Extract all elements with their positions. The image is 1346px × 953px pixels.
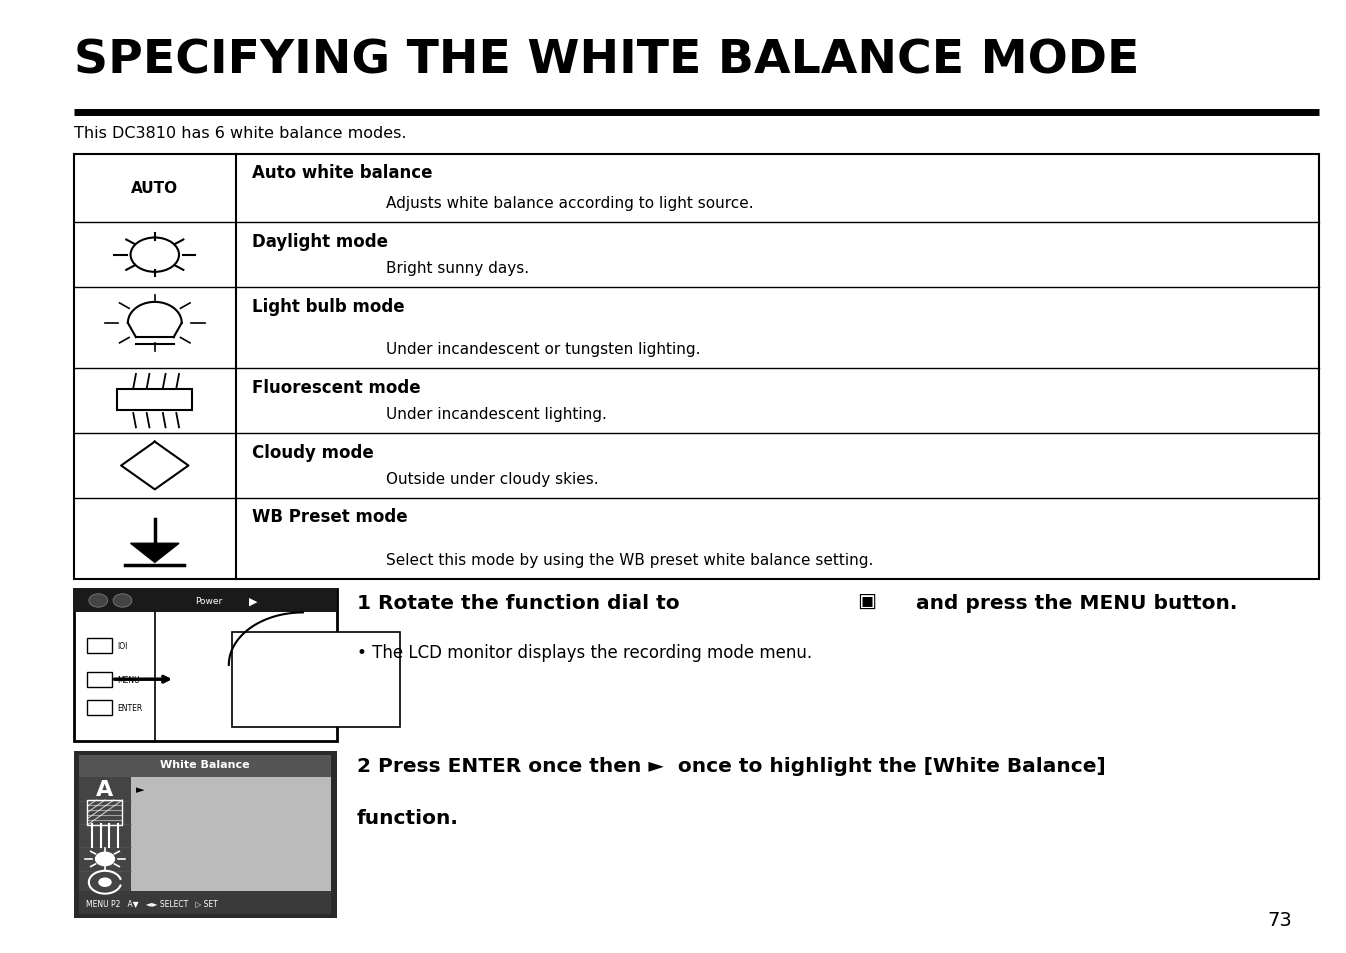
- Text: 73: 73: [1268, 910, 1292, 929]
- Bar: [79, 755, 331, 778]
- Bar: [74, 751, 336, 918]
- Bar: [79, 891, 331, 914]
- Text: function.: function.: [357, 808, 459, 827]
- Text: SPECIFYING THE WHITE BALANCE MODE: SPECIFYING THE WHITE BALANCE MODE: [74, 38, 1140, 83]
- Text: A: A: [97, 780, 113, 800]
- Text: and press the MENU button.: and press the MENU button.: [902, 594, 1237, 613]
- Text: Adjusts white balance according to light source.: Adjusts white balance according to light…: [386, 195, 754, 211]
- Text: AUTO: AUTO: [131, 181, 179, 196]
- Text: Light bulb mode: Light bulb mode: [252, 297, 404, 315]
- Text: ▶: ▶: [249, 596, 257, 606]
- Bar: [87, 672, 112, 687]
- Text: This DC3810 has 6 white balance modes.: This DC3810 has 6 white balance modes.: [74, 126, 406, 141]
- Text: White Balance: White Balance: [160, 760, 250, 769]
- Bar: [117, 390, 192, 411]
- Text: • The LCD monitor displays the recording mode menu.: • The LCD monitor displays the recording…: [357, 643, 812, 661]
- Text: MENU: MENU: [117, 675, 140, 684]
- Text: Cloudy mode: Cloudy mode: [252, 443, 373, 461]
- Text: Daylight mode: Daylight mode: [252, 233, 388, 251]
- Circle shape: [96, 852, 114, 865]
- Text: Auto white balance: Auto white balance: [252, 164, 432, 182]
- Text: ▣: ▣: [856, 591, 876, 610]
- Text: ►: ►: [136, 784, 144, 794]
- Circle shape: [113, 595, 132, 608]
- Text: Select this mode by using the WB preset white balance setting.: Select this mode by using the WB preset …: [386, 552, 874, 567]
- Text: Power: Power: [195, 597, 222, 605]
- Text: Outside under cloudy skies.: Outside under cloudy skies.: [386, 471, 599, 486]
- Text: IOI: IOI: [117, 641, 128, 651]
- Text: Under incandescent or tungsten lighting.: Under incandescent or tungsten lighting.: [386, 341, 701, 356]
- Text: WB Preset mode: WB Preset mode: [252, 508, 408, 526]
- Text: Under incandescent lighting.: Under incandescent lighting.: [386, 406, 607, 421]
- Text: 2 Press ENTER once then ►  once to highlight the [White Balance]: 2 Press ENTER once then ► once to highli…: [357, 756, 1105, 775]
- Bar: [74, 154, 1319, 579]
- Bar: [79, 755, 331, 914]
- Bar: [87, 700, 112, 716]
- Bar: [131, 778, 331, 894]
- Bar: [87, 639, 112, 654]
- Text: MENU P2   A▼   ◄► SELECT   ▷ SET: MENU P2 A▼ ◄► SELECT ▷ SET: [86, 898, 218, 907]
- Bar: [232, 632, 400, 727]
- Text: 1 Rotate the function dial to: 1 Rotate the function dial to: [357, 594, 686, 613]
- Text: Bright sunny days.: Bright sunny days.: [386, 260, 529, 275]
- Bar: [87, 801, 122, 825]
- Circle shape: [98, 878, 112, 887]
- Text: ENTER: ENTER: [117, 703, 143, 713]
- Bar: [74, 589, 336, 741]
- Circle shape: [131, 238, 179, 273]
- Polygon shape: [131, 544, 179, 562]
- Bar: [79, 778, 131, 894]
- Bar: [74, 589, 336, 613]
- Circle shape: [89, 595, 108, 608]
- Text: Fluorescent mode: Fluorescent mode: [252, 378, 420, 396]
